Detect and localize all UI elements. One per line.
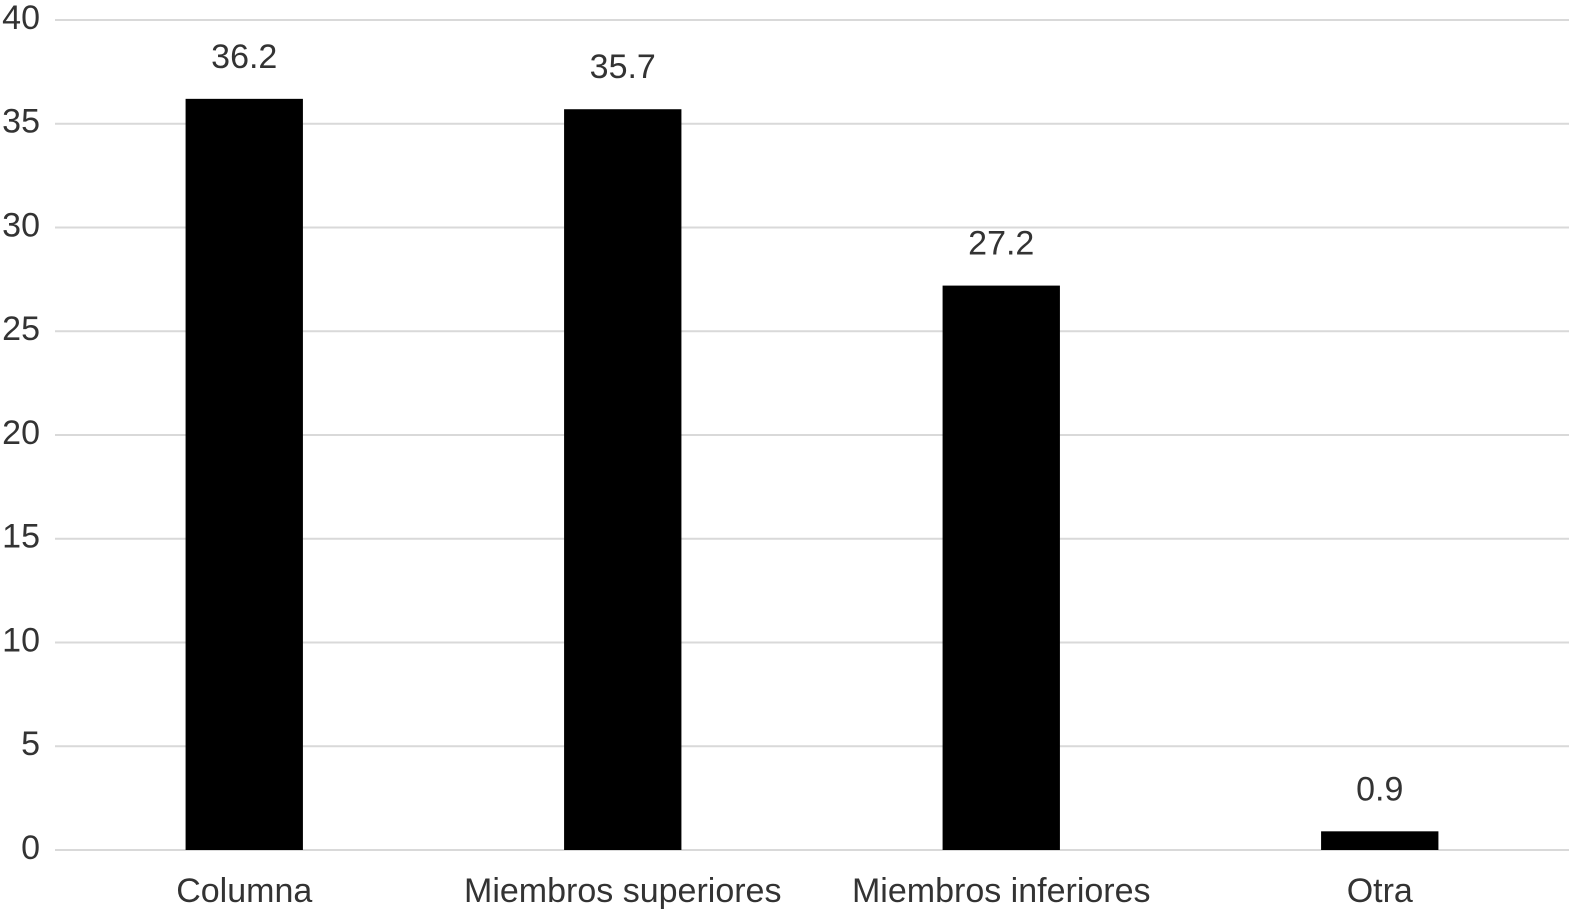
bar bbox=[564, 109, 682, 851]
value-label: 0.9 bbox=[1356, 770, 1403, 808]
y-tick-label: 25 bbox=[2, 310, 40, 348]
x-tick-label: Miembros inferiores bbox=[852, 872, 1151, 910]
y-tick-label: 40 bbox=[2, 0, 40, 37]
y-tick-label: 10 bbox=[2, 621, 40, 659]
bar bbox=[185, 98, 303, 851]
bar bbox=[942, 285, 1060, 851]
x-tick-label: Miembros superiores bbox=[464, 872, 781, 910]
x-tick-label: Columna bbox=[176, 872, 312, 910]
y-tick-label: 20 bbox=[2, 414, 40, 452]
y-tick-label: 0 bbox=[21, 829, 40, 867]
value-label: 36.2 bbox=[211, 38, 277, 76]
y-tick-label: 15 bbox=[2, 518, 40, 556]
x-tick-label: Otra bbox=[1347, 872, 1413, 910]
value-label: 35.7 bbox=[590, 48, 656, 86]
y-tick-label: 30 bbox=[2, 206, 40, 244]
y-tick-label: 5 bbox=[21, 725, 40, 763]
bar bbox=[1321, 831, 1439, 850]
value-label: 27.2 bbox=[968, 225, 1034, 263]
y-tick-label: 35 bbox=[2, 103, 40, 141]
